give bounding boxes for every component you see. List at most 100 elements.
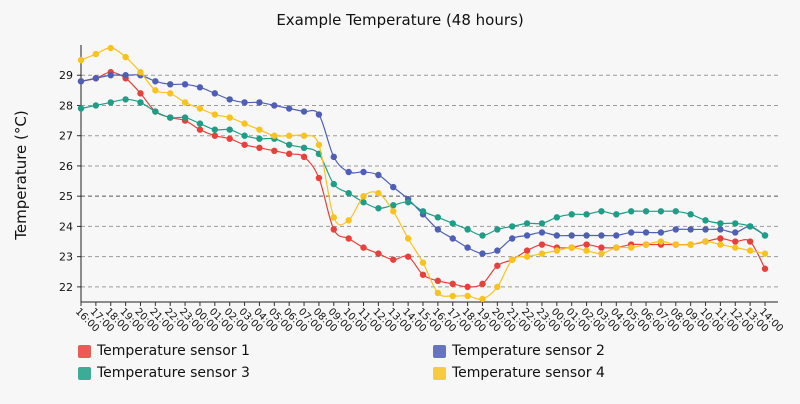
data-point bbox=[256, 135, 263, 142]
data-point bbox=[345, 189, 352, 197]
data-point bbox=[92, 75, 100, 82]
data-point bbox=[167, 114, 174, 121]
data-point bbox=[553, 214, 561, 221]
data-point bbox=[404, 235, 412, 242]
data-point bbox=[211, 90, 219, 97]
data-point bbox=[226, 96, 233, 103]
data-point bbox=[345, 235, 352, 242]
data-point bbox=[434, 226, 442, 233]
data-point bbox=[717, 241, 724, 248]
data-point bbox=[732, 244, 739, 251]
data-point bbox=[211, 132, 219, 139]
legend-label-sensor-1: Temperature sensor 1 bbox=[97, 343, 250, 359]
data-point bbox=[494, 226, 501, 233]
data-point bbox=[657, 229, 665, 236]
data-point bbox=[300, 108, 308, 115]
data-point bbox=[360, 168, 367, 176]
data-point bbox=[196, 120, 204, 127]
data-point bbox=[717, 235, 724, 242]
data-point bbox=[523, 253, 531, 260]
data-point bbox=[137, 99, 144, 106]
data-point bbox=[315, 111, 323, 118]
data-point bbox=[672, 226, 679, 233]
y-tick-label: 29 bbox=[59, 69, 73, 82]
data-point bbox=[568, 232, 575, 239]
data-point bbox=[598, 250, 605, 257]
data-point bbox=[583, 241, 590, 248]
data-point bbox=[479, 280, 486, 288]
data-point bbox=[271, 147, 278, 155]
data-point bbox=[241, 120, 248, 127]
data-point bbox=[494, 262, 501, 269]
data-point bbox=[717, 220, 724, 227]
legend-item-sensor-2[interactable]: Temperature sensor 2 bbox=[433, 341, 788, 361]
data-point bbox=[464, 244, 471, 251]
data-point bbox=[285, 150, 293, 158]
data-point bbox=[464, 292, 471, 300]
data-point bbox=[375, 250, 382, 257]
data-point bbox=[523, 220, 531, 227]
data-point bbox=[732, 220, 739, 227]
data-point bbox=[375, 189, 382, 197]
data-point bbox=[523, 232, 531, 239]
y-axis-label: Temperature (°C) bbox=[12, 110, 30, 240]
data-point bbox=[256, 99, 263, 106]
data-point bbox=[137, 90, 144, 97]
data-point bbox=[598, 232, 605, 239]
data-point bbox=[122, 72, 129, 79]
data-point bbox=[449, 220, 456, 227]
data-point bbox=[538, 250, 546, 257]
legend-label-sensor-2: Temperature sensor 2 bbox=[452, 343, 605, 359]
data-point bbox=[211, 111, 219, 118]
data-point bbox=[583, 232, 590, 239]
data-point bbox=[598, 208, 605, 215]
data-point bbox=[375, 205, 382, 212]
data-point bbox=[137, 69, 144, 76]
data-point bbox=[330, 180, 337, 188]
data-point bbox=[404, 199, 412, 206]
data-point bbox=[642, 208, 650, 215]
data-point bbox=[687, 241, 694, 248]
data-point bbox=[271, 132, 278, 139]
data-point bbox=[167, 81, 174, 88]
legend-item-sensor-1[interactable]: Temperature sensor 1 bbox=[78, 341, 433, 361]
legend-item-sensor-4[interactable]: Temperature sensor 4 bbox=[433, 363, 788, 383]
data-point bbox=[181, 114, 189, 121]
data-point bbox=[390, 183, 397, 191]
data-point bbox=[732, 229, 739, 236]
data-point bbox=[390, 208, 397, 215]
data-point bbox=[241, 99, 248, 106]
legend-item-sensor-3[interactable]: Temperature sensor 3 bbox=[78, 363, 433, 383]
series-sensor-3 bbox=[77, 96, 769, 239]
data-point bbox=[761, 265, 769, 272]
data-point bbox=[449, 292, 456, 300]
data-point bbox=[285, 132, 293, 139]
data-point bbox=[285, 141, 293, 148]
data-point bbox=[404, 253, 412, 260]
data-point bbox=[538, 220, 546, 227]
data-point bbox=[241, 132, 248, 139]
data-point bbox=[702, 217, 709, 224]
data-point bbox=[434, 214, 442, 221]
data-point bbox=[77, 56, 85, 64]
data-point bbox=[419, 208, 427, 215]
data-point bbox=[553, 247, 561, 254]
data-point bbox=[330, 226, 337, 233]
data-point bbox=[613, 232, 620, 239]
data-point bbox=[122, 96, 129, 103]
data-point bbox=[509, 256, 516, 263]
data-point bbox=[509, 223, 516, 230]
data-point bbox=[196, 126, 204, 133]
data-point bbox=[657, 208, 665, 215]
data-point bbox=[732, 238, 739, 245]
data-point bbox=[449, 235, 456, 242]
data-point bbox=[687, 211, 694, 218]
data-point bbox=[657, 238, 665, 245]
data-point bbox=[702, 238, 709, 245]
data-point bbox=[390, 202, 397, 209]
y-tick-label: 23 bbox=[59, 251, 73, 264]
data-point bbox=[152, 78, 159, 85]
series-layer bbox=[77, 44, 769, 303]
data-point bbox=[226, 135, 233, 142]
